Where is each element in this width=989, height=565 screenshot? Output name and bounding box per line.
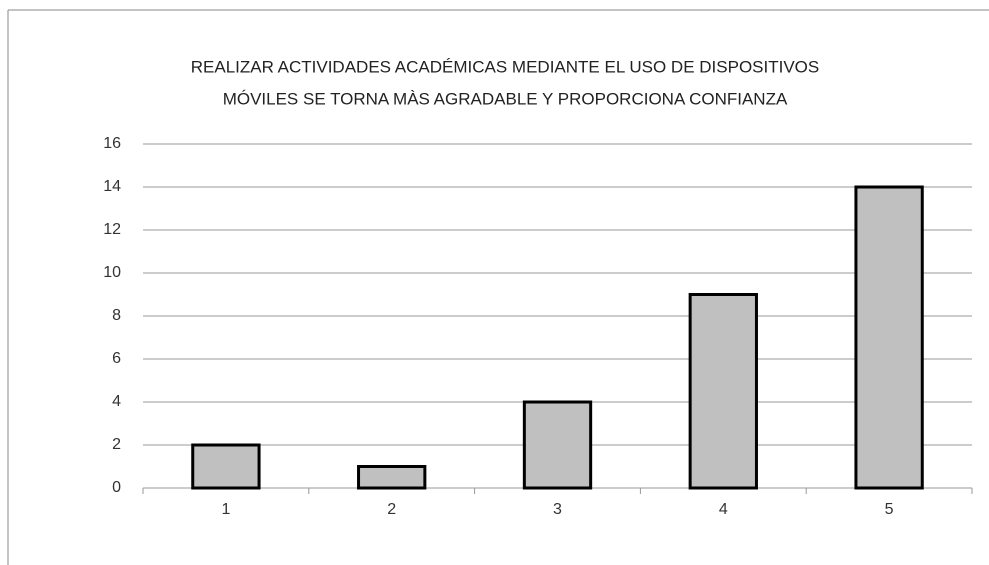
x-tick-label: 5 [885, 501, 894, 518]
y-tick-label: 10 [103, 264, 121, 281]
y-tick-label: 16 [103, 135, 121, 152]
bar [522, 400, 593, 490]
bar [191, 443, 261, 490]
y-tick-label: 2 [112, 436, 121, 453]
x-tick-label: 1 [221, 501, 230, 518]
y-tick-label: 14 [103, 178, 121, 195]
chart-title: MÓVILES SE TORNA MÀS AGRADABLE Y PROPORC… [223, 89, 788, 108]
bar [357, 465, 427, 490]
x-tick-label: 4 [719, 501, 728, 518]
y-tick-label: 8 [112, 307, 121, 324]
x-tick-label: 2 [387, 501, 396, 518]
chart-title: REALIZAR ACTIVIDADES ACADÉMICAS MEDIANTE… [191, 57, 820, 76]
y-tick-label: 4 [112, 393, 121, 410]
y-tick-label: 0 [112, 479, 121, 496]
y-tick-label: 12 [103, 221, 121, 238]
bar [854, 185, 924, 490]
bar [688, 293, 758, 490]
x-tick-label: 3 [553, 501, 562, 518]
y-tick-label: 6 [112, 350, 121, 367]
